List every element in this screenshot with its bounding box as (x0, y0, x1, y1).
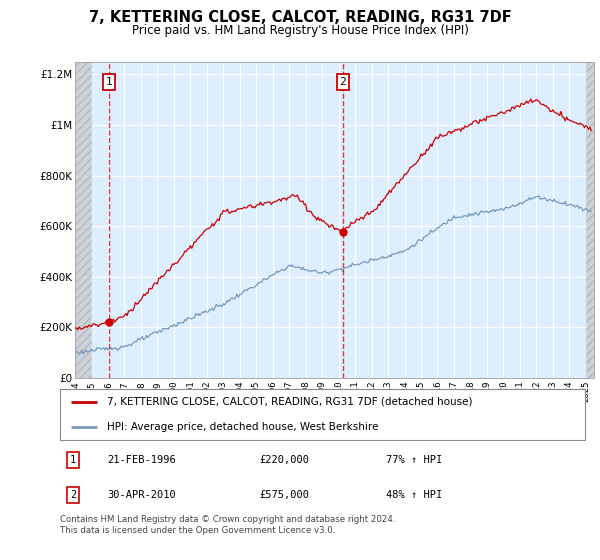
Text: 2: 2 (70, 490, 76, 500)
Text: HPI: Average price, detached house, West Berkshire: HPI: Average price, detached house, West… (107, 422, 379, 432)
Text: 30-APR-2010: 30-APR-2010 (107, 490, 176, 500)
Text: £220,000: £220,000 (260, 455, 310, 465)
Bar (586, 62, 594, 378)
Text: 77% ↑ HPI: 77% ↑ HPI (386, 455, 442, 465)
Text: 7, KETTERING CLOSE, CALCOT, READING, RG31 7DF: 7, KETTERING CLOSE, CALCOT, READING, RG3… (89, 10, 511, 25)
FancyBboxPatch shape (60, 389, 585, 440)
Text: 7, KETTERING CLOSE, CALCOT, READING, RG31 7DF (detached house): 7, KETTERING CLOSE, CALCOT, READING, RG3… (107, 397, 473, 407)
Text: 1: 1 (106, 77, 113, 87)
Text: £575,000: £575,000 (260, 490, 310, 500)
Text: 48% ↑ HPI: 48% ↑ HPI (386, 490, 442, 500)
Text: Contains HM Land Registry data © Crown copyright and database right 2024.
This d: Contains HM Land Registry data © Crown c… (60, 515, 395, 535)
Bar (75, 62, 91, 378)
Text: 21-FEB-1996: 21-FEB-1996 (107, 455, 176, 465)
Text: Price paid vs. HM Land Registry's House Price Index (HPI): Price paid vs. HM Land Registry's House … (131, 24, 469, 36)
Text: 1: 1 (70, 455, 76, 465)
Text: 2: 2 (340, 77, 346, 87)
